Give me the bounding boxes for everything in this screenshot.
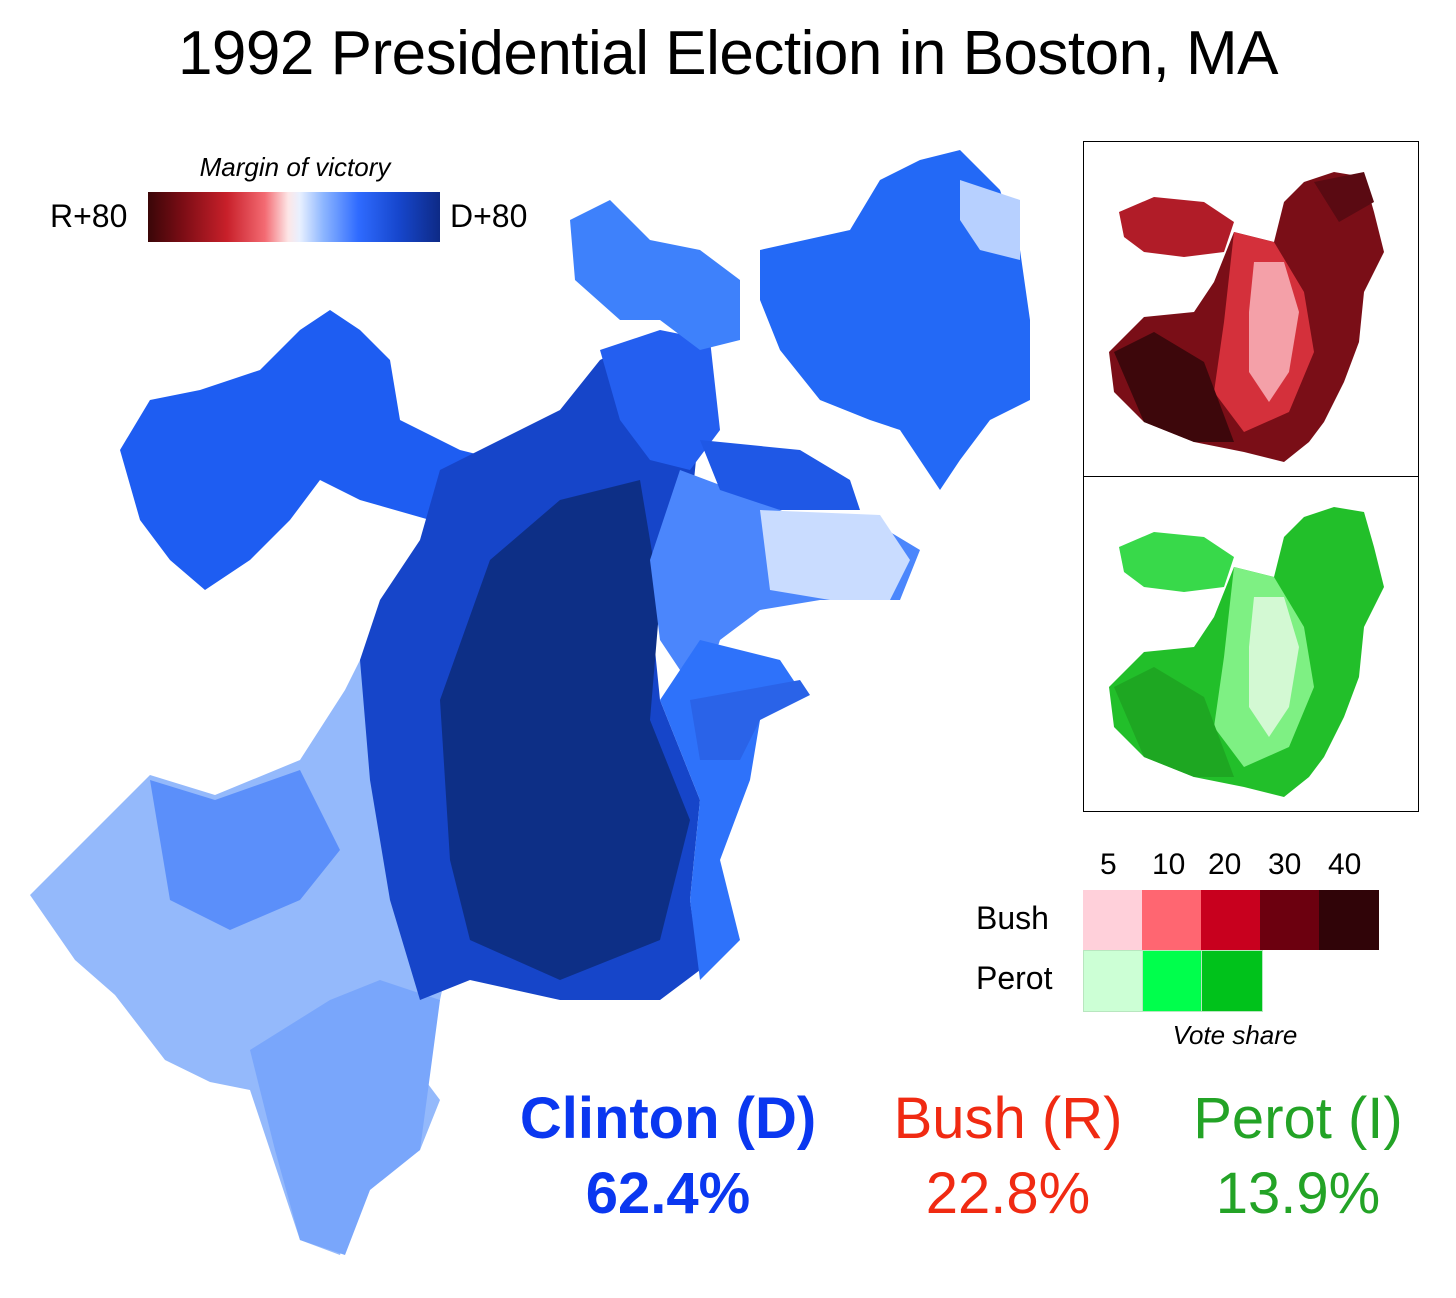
share-swatch-bush-2 [1142, 890, 1202, 950]
share-row-label-bush: Bush [976, 900, 1049, 936]
map-region-dorchester-edge [690, 680, 810, 760]
share-swatch-perot-2 [1142, 950, 1204, 1012]
share-swatch-bush-4 [1260, 890, 1320, 950]
bush-share-map [1109, 172, 1384, 462]
share-tick-3: 20 [1208, 848, 1242, 881]
perot-share-inset [1083, 476, 1419, 812]
share-tick-2: 10 [1152, 848, 1186, 881]
map-region-charlestown [570, 200, 740, 350]
map-region-roslindale [150, 770, 340, 930]
result-pct-clinton: 62.4% [585, 1161, 751, 1226]
margin-legend-right-label: D+80 [450, 198, 528, 234]
boston-margin-map [30, 150, 1030, 1255]
margin-color-bar [148, 192, 440, 242]
share-swatch-perot-3 [1201, 950, 1263, 1012]
map-region-allston [120, 310, 500, 590]
share-swatch-perot-1 [1083, 950, 1145, 1012]
result-pct-perot: 13.9% [1215, 1161, 1381, 1226]
map-region-core [440, 480, 690, 980]
map-region-downtown [600, 330, 720, 470]
share-tick-1: 5 [1100, 848, 1117, 881]
map-region-eastboston [760, 150, 1030, 490]
margin-legend-left-label: R+80 [50, 198, 128, 234]
share-swatch-bush-1 [1083, 890, 1143, 950]
share-swatch-bush-3 [1201, 890, 1261, 950]
map-region-eastboston-light [960, 180, 1020, 260]
result-name-bush: Bush (R) [893, 1086, 1123, 1151]
map-region-southboston-light [760, 510, 910, 600]
margin-legend-title: Margin of victory [199, 152, 391, 182]
map-region-seaport [700, 440, 860, 510]
perot-share-map [1109, 507, 1384, 797]
share-tick-5: 40 [1328, 848, 1362, 881]
share-swatch-bush-5 [1319, 890, 1379, 950]
share-legend-caption: Vote share [1172, 1020, 1298, 1050]
result-name-perot: Perot (I) [1193, 1086, 1403, 1151]
result-pct-bush: 22.8% [925, 1161, 1091, 1226]
map-region-hydepark [250, 980, 440, 1255]
bush-share-inset [1083, 141, 1419, 477]
share-row-label-perot: Perot [976, 960, 1053, 996]
chart-title: 1992 Presidential Election in Boston, MA [177, 19, 1279, 88]
result-name-clinton: Clinton (D) [519, 1086, 817, 1151]
share-tick-4: 30 [1268, 848, 1302, 881]
